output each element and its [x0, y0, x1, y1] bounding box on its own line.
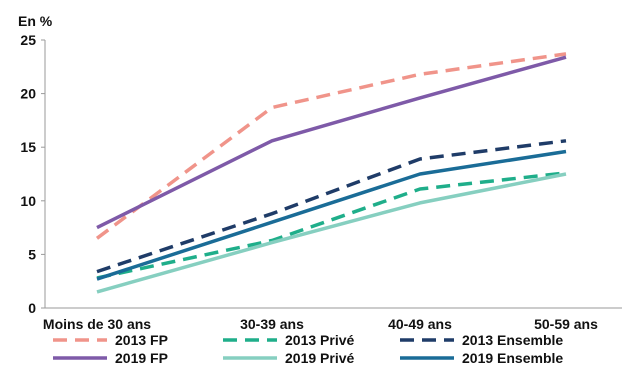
legend-label: 2013 FP [115, 332, 168, 348]
y-tick-label: 5 [28, 246, 36, 262]
series-line-2013-prive [96, 171, 567, 280]
legend-label: 2013 Ensemble [462, 332, 563, 348]
legend: 2013 FP 2013 Privé 2013 Ensemble 2019 FP 201… [53, 332, 563, 366]
legend-label: 2013 Privé [285, 332, 354, 348]
x-axis-ticks: Moins de 30 ans 30-39 ans 40-49 ans 50-59 a… [43, 316, 598, 332]
series-line-2013-ensemble [96, 139, 567, 274]
legend-label: 2019 FP [115, 350, 168, 366]
x-tick-label: 50-59 ans [534, 316, 598, 332]
series-line-2019-ensemble [96, 149, 567, 281]
y-tick-label: 15 [20, 139, 36, 155]
x-tick-label: 30-39 ans [240, 316, 304, 332]
x-tick-label: 40-49 ans [388, 316, 452, 332]
y-axis-ticks: 0 5 10 15 20 25 [20, 32, 45, 316]
axes [44, 40, 622, 309]
legend-label: 2019 Ensemble [462, 350, 563, 366]
series-line-2019-prive [96, 172, 567, 294]
series-lines [95, 52, 567, 294]
y-tick-label: 20 [20, 86, 36, 102]
y-tick-label: 10 [20, 193, 36, 209]
series-line-2019-fp [96, 55, 567, 230]
y-tick-label: 25 [20, 32, 36, 48]
y-tick-label: 0 [28, 300, 36, 316]
legend-label: 2019 Privé [285, 350, 354, 366]
x-tick-label: Moins de 30 ans [43, 316, 151, 332]
y-axis-unit-label: En % [18, 13, 53, 29]
series-line-2013-fp [95, 52, 567, 240]
